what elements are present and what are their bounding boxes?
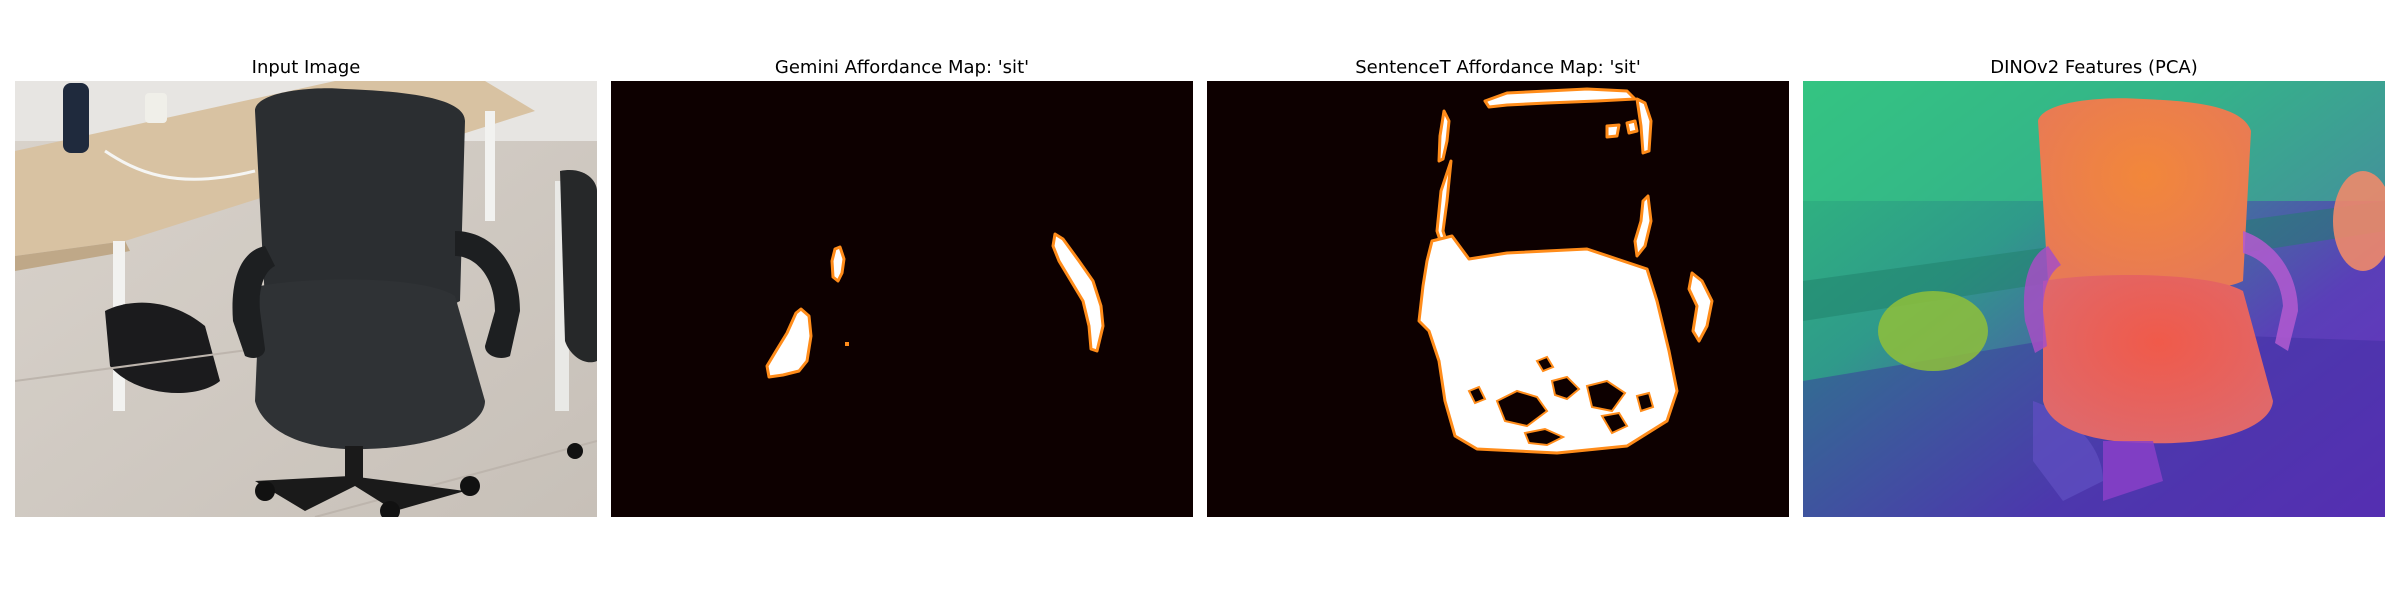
panel-title: DINOv2 Features (PCA) (1990, 57, 2198, 78)
panel-title: Input Image (251, 57, 361, 78)
dinov2-pca-image (1803, 81, 2385, 517)
panel-title: Gemini Affordance Map: 'sit' (774, 57, 1030, 78)
sentencet-map-graphic (1207, 81, 1789, 517)
dinov2-pca-graphic (1803, 81, 2385, 517)
input-photo (15, 81, 597, 517)
gemini-map-graphic (611, 81, 1193, 517)
sentencet-affordance-map (1207, 81, 1789, 517)
gemini-affordance-map (611, 81, 1193, 517)
office-chair-photo (15, 81, 597, 517)
panel-title: SentenceT Affordance Map: 'sit' (1355, 57, 1641, 78)
